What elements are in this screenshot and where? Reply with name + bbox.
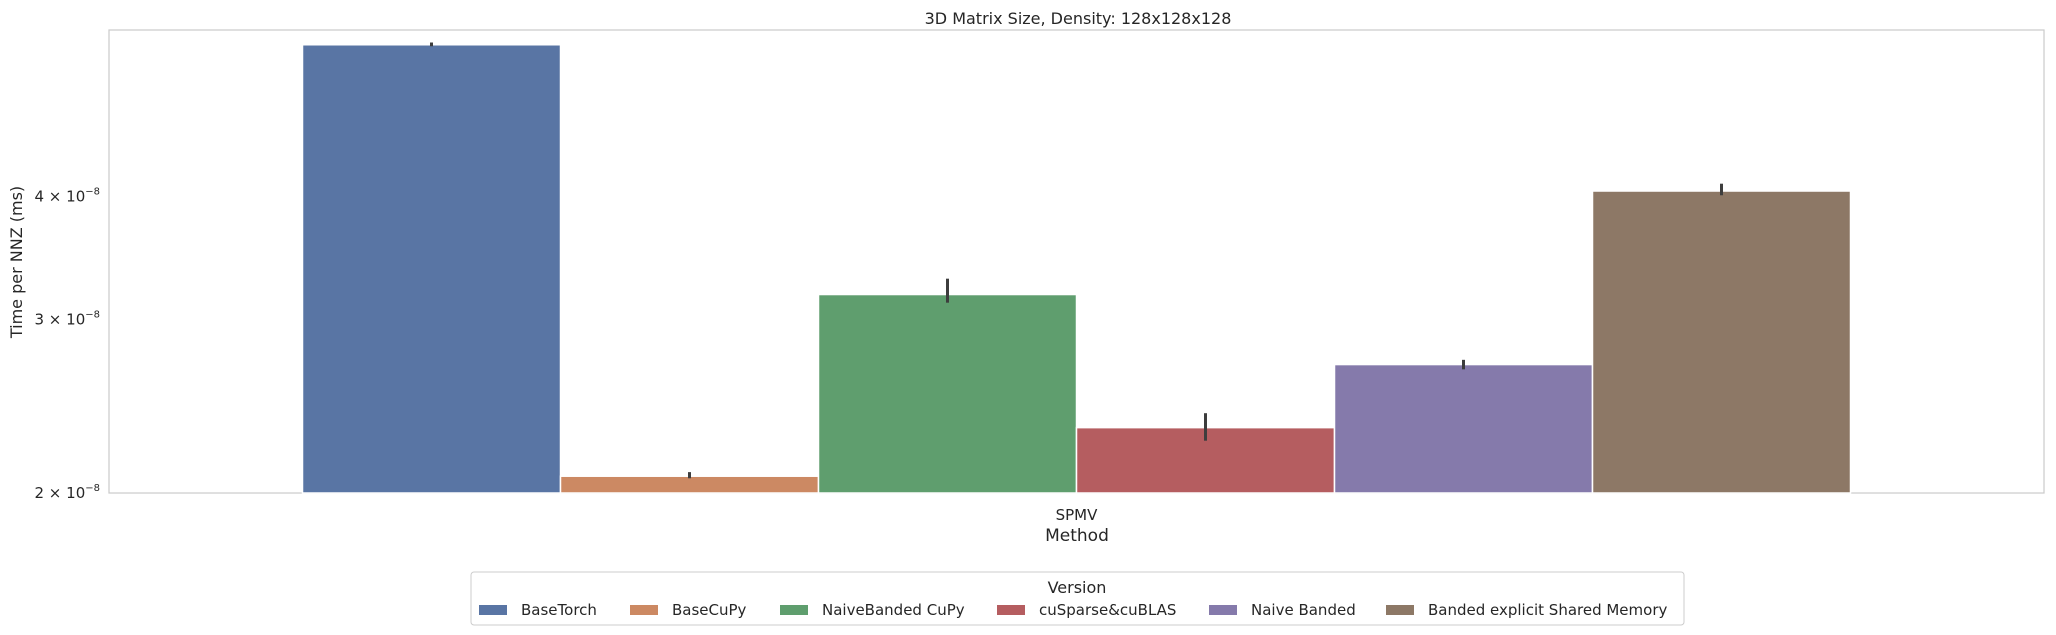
y-tick-label: 2 × 10−8 xyxy=(35,483,101,502)
legend-label: BaseCuPy xyxy=(672,601,747,619)
bar-naivebanded-cupy xyxy=(817,293,1078,494)
bar-basecupy xyxy=(559,475,820,494)
legend-items: BaseTorch BaseCuPy NaiveBanded CuPy cuSpars… xyxy=(479,601,1667,619)
x-axis-label: Method xyxy=(1045,526,1109,546)
y-tick-label: 3 × 10−8 xyxy=(35,309,101,328)
chart-title: 3D Matrix Size, Density: 128x128x128 xyxy=(925,9,1232,28)
bar-naive-banded xyxy=(1333,363,1594,494)
y-tick-label: 4 × 10−8 xyxy=(35,186,101,205)
bar-basetorch xyxy=(301,44,562,494)
legend-swatch xyxy=(1386,605,1414,615)
x-tick-label: SPMV xyxy=(1056,506,1099,524)
legend-label: cuSparse&cuBLAS xyxy=(1039,601,1176,619)
legend-swatch xyxy=(630,605,658,615)
legend-frame xyxy=(470,571,1685,626)
legend-swatch xyxy=(479,605,507,615)
y-axis-label: Time per NNZ (ms) xyxy=(7,186,26,339)
x-axis-ticks: SPMV xyxy=(1056,506,1099,524)
y-axis-ticks: 2 × 10−8 3 × 10−8 4 × 10−8 xyxy=(35,186,101,502)
error-bars-group xyxy=(430,42,1723,479)
legend-label: Naive Banded xyxy=(1251,601,1356,619)
legend-label: BaseTorch xyxy=(521,601,597,619)
legend-swatch xyxy=(1209,605,1237,615)
legend: Version BaseTorch BaseCuPy NaiveBanded CuP… xyxy=(470,571,1685,626)
legend-label: NaiveBanded CuPy xyxy=(822,601,965,619)
legend-title: Version xyxy=(1048,578,1107,597)
bar-cusparse-cublas xyxy=(1075,426,1336,494)
legend-swatch xyxy=(780,605,808,615)
legend-swatch xyxy=(997,605,1025,615)
bars-group xyxy=(301,44,1852,494)
legend-label: Banded explicit Shared Memory xyxy=(1428,601,1667,619)
bar-banded-explicit-shared-memory xyxy=(1591,190,1852,494)
